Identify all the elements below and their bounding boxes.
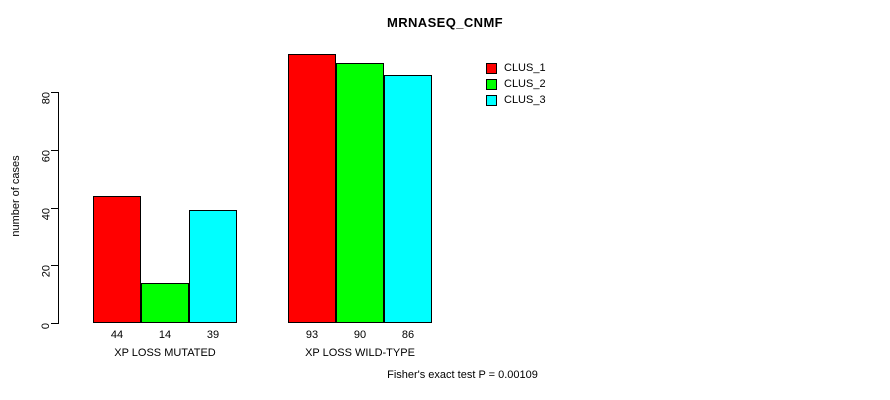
- y-axis-tick-mark: [51, 92, 59, 93]
- legend-item-label: CLUS_3: [504, 93, 546, 106]
- y-axis-tick-label-text: 60: [40, 149, 52, 162]
- bar-value-label: 14: [158, 329, 172, 341]
- bar-clus_2-group-1[interactable]: [141, 282, 189, 323]
- bar-value-label: 44: [110, 329, 124, 341]
- legend-color-swatch: [486, 62, 497, 74]
- y-axis-tick-mark: [51, 207, 59, 209]
- legend-color-swatch: [486, 94, 497, 106]
- legend-item-clus_3[interactable]: CLUS_3: [486, 92, 546, 108]
- bar-value-label: 90: [353, 329, 367, 341]
- chart-title: MRNASEQ_CNMF: [386, 15, 504, 30]
- bar-clus_2-group-2[interactable]: [336, 63, 384, 323]
- legend-item-label: CLUS_2: [504, 77, 546, 90]
- legend: CLUS_1 CLUS_2 CLUS_3: [486, 60, 546, 108]
- y-axis-tick-label-text: 40: [40, 207, 52, 220]
- footer-annotation: Fisher's exact test P = 0.00109: [387, 369, 538, 381]
- x-axis-group-label: XP LOSS MUTATED: [114, 347, 216, 359]
- y-axis-tick-mark: [51, 265, 59, 267]
- y-axis-tick-label: 40: [0, 202, 52, 220]
- y-axis-title: number of cases: [10, 155, 22, 237]
- legend-item-clus_1[interactable]: CLUS_1: [486, 60, 546, 76]
- bar-clus_1-group-2[interactable]: [288, 54, 336, 323]
- x-axis-group-label: XP LOSS WILD-TYPE: [305, 347, 415, 359]
- bar-clus_3-group-1[interactable]: [189, 210, 237, 323]
- bar-value-label: 93: [305, 329, 319, 341]
- y-axis-tick-mark: [51, 323, 59, 324]
- y-axis-tick-label: 20: [0, 259, 52, 277]
- y-axis-tick-label-text: 80: [40, 92, 52, 105]
- legend-item-clus_2[interactable]: CLUS_2: [486, 76, 546, 92]
- y-axis-tick-label: 60: [0, 144, 52, 162]
- y-axis-tick-mark: [51, 149, 59, 151]
- bar-value-label: 39: [206, 329, 220, 341]
- legend-item-label: CLUS_1: [504, 61, 546, 74]
- y-axis-tick-label-text: 20: [40, 265, 52, 278]
- y-axis-tick-label: 0: [0, 317, 52, 329]
- y-axis-tick-label: 80: [0, 86, 52, 104]
- bar-value-label: 86: [401, 329, 415, 341]
- y-axis-tick-label-text: 0: [40, 323, 52, 330]
- bar-clus_3-group-2[interactable]: [384, 74, 432, 323]
- legend-color-swatch: [486, 78, 497, 90]
- bar-clus_1-group-1[interactable]: [93, 195, 141, 323]
